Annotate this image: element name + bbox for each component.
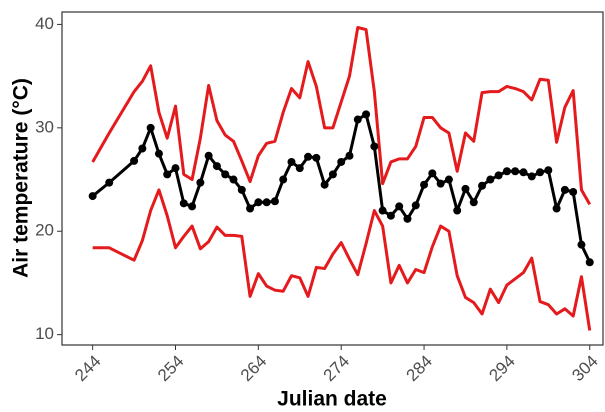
x-axis-title: Julian date [277,388,387,411]
series-line [92,188,592,331]
point [337,157,346,166]
point [295,164,304,173]
point [461,184,470,193]
point [527,172,536,181]
point [146,123,155,132]
series-line [91,112,592,263]
point [494,171,503,180]
point [370,142,379,151]
point [362,110,371,119]
point [204,151,213,160]
point [88,192,97,201]
point [577,240,586,249]
x-tick-label: 254 [154,352,187,385]
point [444,175,453,184]
point [320,180,329,189]
point [179,199,188,208]
point [345,151,354,160]
x-tick-label: 244 [71,352,104,385]
point [237,185,246,194]
y-axis-title: Air temperature (°C) [10,78,33,278]
y-tick-label: 40 [35,14,54,33]
point [552,204,561,213]
y-tick-label: 10 [35,324,54,343]
x-tick-label: 274 [320,352,353,385]
point [386,211,395,220]
x-tick-label: 304 [568,352,601,385]
point [262,198,271,207]
point [287,157,296,166]
point [544,166,553,175]
point [560,185,569,194]
point [270,197,279,206]
point [420,180,429,189]
point [378,206,387,215]
point [403,214,412,223]
point [511,167,520,176]
point [536,168,545,177]
point [163,170,172,179]
point [212,162,221,171]
x-tick-label: 264 [237,352,270,385]
point [436,179,445,188]
point [478,181,487,190]
point [411,201,420,210]
point [469,198,478,207]
point [569,187,578,196]
point [312,153,321,162]
point [486,175,495,184]
point [188,202,197,211]
point [279,175,288,184]
point [428,169,437,178]
point [328,170,337,179]
point [229,175,238,184]
x-tick-label: 284 [403,352,436,385]
y-tick-label: 20 [35,221,54,240]
point [154,149,163,158]
point [585,258,594,267]
plot-border [61,11,604,346]
point [304,152,313,161]
point [254,198,263,207]
y-tick-label: 30 [35,117,54,136]
x-tick-label: 294 [485,352,518,385]
point [395,202,404,211]
point [221,170,230,179]
point [519,168,528,177]
point [130,156,139,165]
series-line [91,26,592,206]
point [246,204,255,213]
point [105,178,114,187]
point [353,115,362,124]
point [453,206,462,215]
point [502,167,511,176]
point [196,178,205,187]
point [138,144,147,153]
point [171,164,180,173]
